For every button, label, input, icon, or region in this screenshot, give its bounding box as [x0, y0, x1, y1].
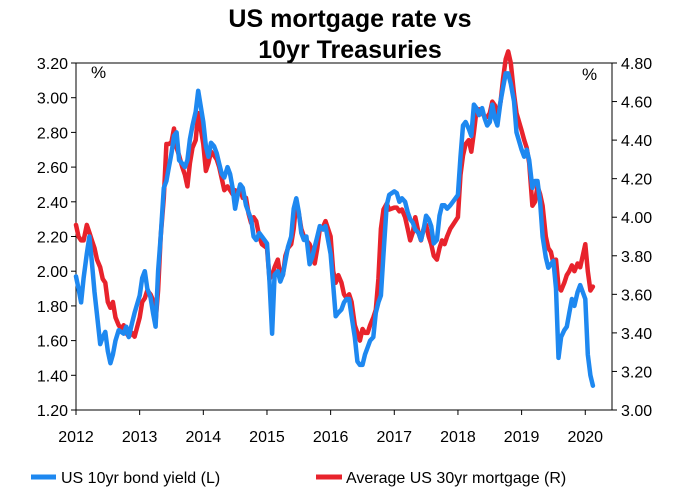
x-tick-label: 2012 — [58, 429, 94, 446]
x-tick-label: 2013 — [122, 429, 158, 446]
left-tick-label: 2.40 — [37, 195, 68, 212]
x-tick-label: 2014 — [186, 429, 222, 446]
series-layer — [73, 49, 596, 388]
chart-title-line-2: 10yr Treasuries — [258, 36, 442, 64]
left-tick-label: 1.80 — [37, 299, 68, 316]
legend-label-us-10yr: US 10yr bond yield (L) — [61, 470, 220, 487]
left-tick-label: 2.20 — [37, 230, 68, 247]
right-axis: 3.00 3.20 3.40 3.60 3.80 4.00 4.20 4.40 4.60 4.80 — [612, 56, 652, 420]
left-axis: 1.20 1.40 1.60 1.80 2.00 2.20 2.40 2.60 2.80 3.00… — [37, 56, 76, 420]
x-tick-label: 2019 — [504, 429, 540, 446]
right-tick-label: 3.40 — [621, 326, 652, 343]
x-tick-label: 2017 — [376, 429, 412, 446]
left-axis-unit: % — [91, 63, 106, 82]
left-tick-label: 3.00 — [37, 91, 68, 108]
right-axis-unit: % — [582, 65, 597, 84]
right-tick-label: 4.20 — [621, 172, 652, 189]
right-tick-label: 4.80 — [621, 56, 652, 73]
x-tick-label: 2020 — [567, 429, 603, 446]
legend: US 10yr bond yield (L) Average US 30yr m… — [31, 470, 566, 487]
x-tick-label: 2018 — [440, 429, 476, 446]
series-line-us-10yr — [73, 71, 596, 388]
x-axis: 2012 2013 2014 2015 2016 2017 2018 2019 2020 — [58, 410, 603, 446]
right-tick-label: 3.20 — [621, 364, 652, 381]
right-tick-label: 4.40 — [621, 133, 652, 150]
right-tick-label: 3.80 — [621, 249, 652, 266]
left-tick-label: 1.20 — [37, 403, 68, 420]
chart-title-line-1: US mortgage rate vs — [228, 5, 472, 33]
legend-label-mortgage: Average US 30yr mortgage (R) — [346, 470, 566, 487]
right-tick-label: 3.60 — [621, 287, 652, 304]
plot-border — [75, 62, 613, 411]
right-tick-label: 4.00 — [621, 210, 652, 227]
left-tick-label: 1.40 — [37, 368, 68, 385]
right-tick-label: 3.00 — [621, 403, 652, 420]
left-tick-label: 2.80 — [37, 125, 68, 142]
x-tick-label: 2016 — [313, 429, 349, 446]
left-tick-label: 1.60 — [37, 334, 68, 351]
left-tick-label: 2.00 — [37, 264, 68, 281]
left-tick-label: 3.20 — [37, 56, 68, 73]
plot-area — [75, 62, 613, 411]
left-tick-label: 2.60 — [37, 160, 68, 177]
right-tick-label: 4.60 — [621, 95, 652, 112]
chart-title: US mortgage rate vs 10yr Treasuries — [0, 4, 700, 66]
x-tick-label: 2015 — [249, 429, 285, 446]
